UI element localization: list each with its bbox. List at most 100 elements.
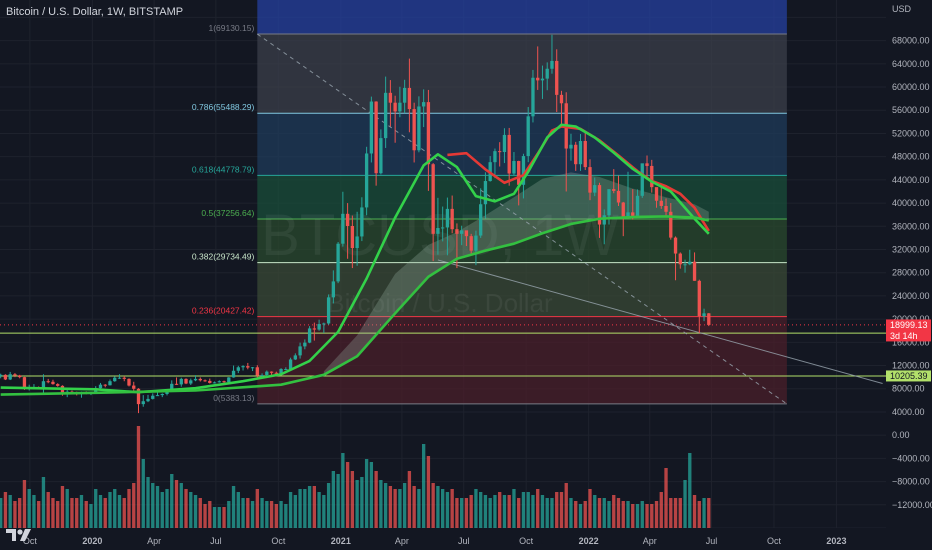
volume-bar	[212, 507, 217, 528]
watermark-symbol: BTCUSD, 1W	[261, 203, 619, 268]
candle	[436, 197, 440, 255]
candle	[474, 230, 478, 266]
volume-bar	[569, 498, 573, 528]
candle-body	[184, 378, 188, 384]
volume-bar	[536, 489, 540, 528]
candle	[236, 365, 240, 374]
volume-bar	[117, 495, 122, 528]
candle	[379, 129, 383, 175]
volume-bar	[364, 459, 369, 528]
time-tick-label: Oct	[23, 536, 38, 546]
candle	[46, 378, 50, 384]
price-tick-label: 16000.00	[892, 337, 930, 347]
volume-bar	[597, 498, 602, 528]
candle-body	[312, 328, 317, 330]
volume-bar	[645, 504, 649, 528]
candle	[383, 76, 388, 148]
volume-bar	[84, 501, 88, 528]
volume-bar	[383, 483, 388, 528]
candle	[421, 89, 426, 128]
candle-body	[117, 377, 122, 379]
fib-label: 0.618(44778.79)	[192, 164, 255, 174]
candle-body	[673, 237, 678, 254]
volume-bar	[455, 498, 459, 528]
candle-body	[193, 378, 198, 381]
volume-bar	[550, 498, 554, 528]
candle-body	[526, 116, 530, 157]
volume-bar	[179, 483, 183, 528]
candle-body	[493, 151, 497, 163]
volume-bar	[322, 495, 326, 528]
candle-body	[379, 138, 383, 174]
candle-body	[56, 384, 60, 386]
candle	[440, 206, 445, 242]
candle	[312, 322, 317, 341]
candle-body	[593, 185, 597, 193]
candle-body	[170, 383, 174, 392]
volume-bar	[578, 504, 583, 528]
candle-body	[127, 378, 131, 386]
volume-bar	[431, 483, 435, 528]
candle-body	[22, 377, 27, 389]
volume-bar	[469, 495, 473, 528]
volume-bar	[574, 501, 578, 528]
volume-bar	[303, 489, 307, 528]
candle	[692, 252, 697, 281]
candle-body	[450, 208, 454, 230]
candle-body	[612, 189, 616, 191]
candle-body	[678, 253, 682, 265]
candle	[18, 374, 22, 379]
volume-bar	[521, 492, 526, 528]
candle	[160, 393, 164, 398]
time-axis-bg	[0, 528, 932, 550]
candle-body	[521, 156, 526, 185]
candle-body	[393, 102, 397, 112]
candle	[227, 377, 231, 383]
candle	[507, 127, 511, 186]
price-tick-label: 40000.00	[892, 198, 930, 208]
candle-body	[179, 378, 183, 385]
volume-bar	[203, 504, 207, 528]
volume-bar	[545, 498, 549, 528]
moving-average-mid	[0, 123, 710, 394]
candle	[298, 342, 302, 359]
candle-body	[616, 190, 621, 203]
candle	[578, 134, 583, 171]
volume-bar	[279, 501, 283, 528]
volume-bar	[526, 492, 530, 528]
price-tick-label: 8000.00	[892, 384, 925, 394]
horizontal-line-label-bg	[886, 370, 931, 382]
candle	[635, 189, 640, 216]
price-tick-label: −8000.00	[892, 477, 930, 487]
candle-body	[407, 87, 412, 110]
candle	[545, 62, 549, 91]
volume-bar	[650, 504, 654, 528]
price-tick-label: 48000.00	[892, 152, 930, 162]
price-tick-label: −12000.00	[892, 500, 932, 510]
volume-bar	[184, 489, 188, 528]
candle	[41, 374, 46, 393]
tradingview-logo-icon[interactable]	[6, 527, 34, 543]
volume-bar	[8, 495, 12, 528]
volume-bar	[412, 486, 416, 528]
volume-bar	[75, 498, 79, 528]
candle-body	[269, 371, 274, 373]
volume-bar	[507, 495, 511, 528]
candle-body	[303, 342, 307, 347]
candle	[464, 230, 469, 247]
volume-bar	[612, 495, 616, 528]
volume-bar	[151, 483, 155, 528]
price-axis-unit: USD	[892, 4, 912, 14]
volume-bar	[288, 492, 293, 528]
volume-bar	[640, 501, 644, 528]
fibonacci-retracement: 1(69130.15) 0.786(55488.29) 0.618(44778.79…	[192, 0, 787, 405]
candle-body	[317, 324, 321, 330]
candle-body	[474, 235, 478, 251]
volume-bar	[284, 504, 288, 528]
price-tick-label: 64000.00	[892, 59, 930, 69]
volume-bar	[307, 486, 312, 528]
candle	[231, 365, 236, 378]
candle	[132, 381, 136, 391]
candle-body	[108, 381, 112, 386]
